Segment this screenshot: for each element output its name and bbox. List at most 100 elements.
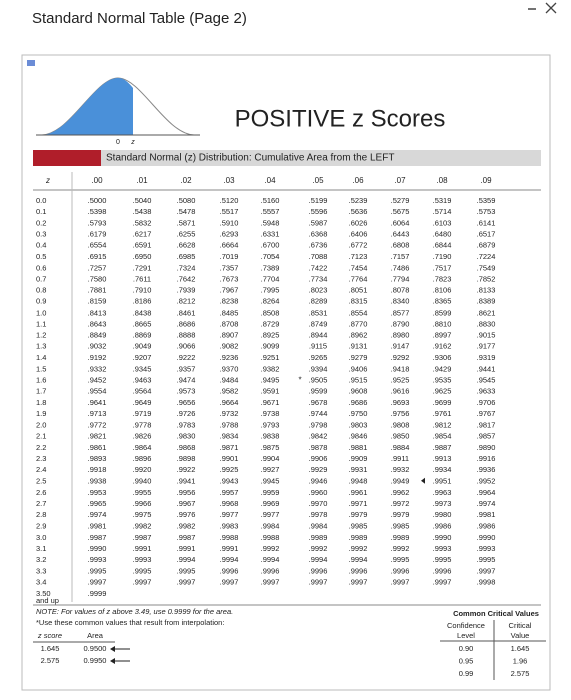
cell: .9616 xyxy=(391,387,410,396)
cell: .9803 xyxy=(349,421,368,430)
critical-header: Critical xyxy=(509,621,532,630)
cell: .8599 xyxy=(433,308,452,317)
cell: .8238 xyxy=(220,297,239,306)
cell: .9857 xyxy=(477,432,496,441)
cell: .9452 xyxy=(88,376,107,385)
cell: .8962 xyxy=(349,331,368,340)
cell: .6950 xyxy=(133,252,152,261)
cell: .9997 xyxy=(477,566,496,575)
cell: .8159 xyxy=(88,297,107,306)
cell: .9099 xyxy=(261,342,280,351)
cell: .9989 xyxy=(309,533,328,542)
cell: .9812 xyxy=(433,421,452,430)
cell: .7019 xyxy=(220,252,239,261)
cell: .9554 xyxy=(88,387,107,396)
z-label: 1.4 xyxy=(36,353,46,362)
cell: .8997 xyxy=(433,331,452,340)
cell: .6406 xyxy=(349,229,368,238)
cell: .9982 xyxy=(177,521,196,530)
cell: .6879 xyxy=(477,241,496,250)
cell: .7642 xyxy=(177,274,196,283)
cell: .9591 xyxy=(261,387,280,396)
cell: .9345 xyxy=(133,364,152,373)
cell: .9987 xyxy=(177,533,196,542)
z-label: 2.6 xyxy=(36,488,46,497)
cell: .9960 xyxy=(309,488,328,497)
z-label: 1.6 xyxy=(36,376,46,385)
cell: .9798 xyxy=(309,421,328,430)
cell: .9732 xyxy=(220,409,239,418)
cell: .9975 xyxy=(133,510,152,519)
cell: .9738 xyxy=(261,409,280,418)
cell: .9641 xyxy=(88,398,107,407)
cell: .9969 xyxy=(261,499,280,508)
cell: .6985 xyxy=(177,252,196,261)
cell: .9994 xyxy=(220,555,239,564)
cell: .9981 xyxy=(477,510,496,519)
cell: .9997 xyxy=(133,577,152,586)
cell: .7910 xyxy=(133,286,152,295)
cell: .9962 xyxy=(391,488,410,497)
cell: .9382 xyxy=(261,364,280,373)
cell: .9973 xyxy=(433,499,452,508)
cell: .5596 xyxy=(309,207,328,216)
curve-label: 0 xyxy=(116,139,120,146)
critical-title: Common Critical Values xyxy=(453,609,539,618)
cell: .9920 xyxy=(133,465,152,474)
cell: .9868 xyxy=(177,443,196,452)
close-button[interactable] xyxy=(545,2,557,14)
cell: .9265 xyxy=(309,353,328,362)
cell: .9995 xyxy=(477,555,496,564)
cell: .9964 xyxy=(477,488,496,497)
cell: .9996 xyxy=(309,566,328,575)
cell: .8790 xyxy=(391,319,410,328)
critical-header: Level xyxy=(457,631,475,640)
cell: .9927 xyxy=(261,465,280,474)
cell: .7257 xyxy=(88,263,107,272)
z-label: 2.3 xyxy=(36,454,46,463)
column-header: .00 xyxy=(91,176,103,185)
critical-cell: 0.95 xyxy=(459,656,474,665)
z-label: 2.8 xyxy=(36,510,46,519)
cell: .9319 xyxy=(477,353,496,362)
interp-cell: 0.9950 xyxy=(84,656,107,665)
cell: .8212 xyxy=(177,297,196,306)
cell: .9441 xyxy=(477,364,496,373)
cell: .9949 xyxy=(391,477,410,486)
cell: .9664 xyxy=(220,398,239,407)
column-header: .01 xyxy=(136,176,148,185)
cell: .9693 xyxy=(391,398,410,407)
cell: .9934 xyxy=(433,465,452,474)
cell: .9995 xyxy=(88,566,107,575)
cell: .9756 xyxy=(391,409,410,418)
cell: .5160 xyxy=(261,196,280,205)
cell: .9222 xyxy=(177,353,196,362)
cell: .9993 xyxy=(433,544,452,553)
cell: .9996 xyxy=(261,566,280,575)
z-label: 2.0 xyxy=(36,421,46,430)
cell: .9706 xyxy=(477,398,496,407)
cell: .7673 xyxy=(220,274,239,283)
interp-header: Area xyxy=(87,631,104,640)
column-header: .03 xyxy=(223,176,235,185)
cell: .8413 xyxy=(88,308,107,317)
cell: .6772 xyxy=(349,241,368,250)
cell: .9251 xyxy=(261,353,280,362)
cell: .9967 xyxy=(177,499,196,508)
cell: .9981 xyxy=(88,521,107,530)
z-label: 3.4 xyxy=(36,577,46,586)
cell: .9991 xyxy=(220,544,239,553)
cell: .6517 xyxy=(477,229,496,238)
cell: .9901 xyxy=(220,454,239,463)
z-label: 3.2 xyxy=(36,555,46,564)
cell: .5040 xyxy=(133,196,152,205)
cell: .7190 xyxy=(433,252,452,261)
cell: .9671 xyxy=(261,398,280,407)
z-label: 1.7 xyxy=(36,387,46,396)
cell: .9971 xyxy=(349,499,368,508)
cell: .9236 xyxy=(220,353,239,362)
cell: .7224 xyxy=(477,252,496,261)
cell: .6554 xyxy=(88,241,107,250)
marker: * xyxy=(298,376,301,385)
cell: .9979 xyxy=(391,510,410,519)
